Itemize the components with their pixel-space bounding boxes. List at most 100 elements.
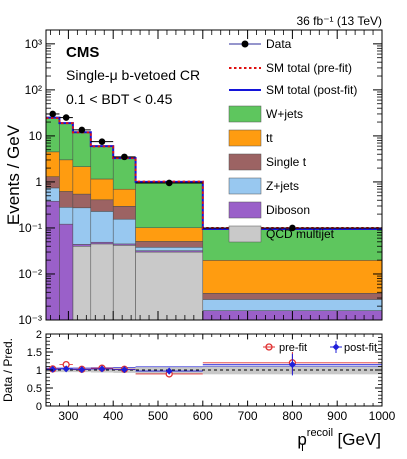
- ratio-point-postfit-3: [98, 365, 106, 373]
- legend-entry-prefit: SM total (pre-fit): [229, 61, 352, 75]
- ratio-y-axis-title: Data / Pred.: [1, 338, 15, 402]
- ratio-y-tick-label-0: 0: [36, 401, 42, 413]
- data-point-3: [98, 138, 106, 145]
- ratio-y-ticks: 0 0.5 1 1.5 2: [27, 329, 382, 413]
- legend-label-prefit: SM total (pre-fit): [266, 61, 352, 75]
- stack-bar-2-2: [72, 207, 92, 245]
- stack-bar-4-4: [112, 188, 136, 207]
- data-point-6: [289, 224, 296, 232]
- stack-bar-3-5: [135, 241, 204, 248]
- x-tick-label-1: 400: [103, 409, 123, 423]
- x-axis-title: precoil T [GeV]: [297, 427, 381, 454]
- data-point-0: [49, 110, 57, 118]
- stack-bar-5-0: [45, 117, 60, 153]
- stack-bar-5-1: [59, 122, 74, 161]
- x-tick-label-3: 600: [193, 409, 213, 423]
- legend-label-diboson: Diboson: [266, 203, 310, 217]
- upper-y-tick-label-5: 10²: [25, 83, 42, 97]
- sm-total-prefit-line: [46, 117, 382, 229]
- stack-bar-3-6: [202, 293, 383, 300]
- stack-bar-4-3: [90, 178, 114, 201]
- stack-bar-5-3: [90, 146, 114, 180]
- upper-y-ticks: 10⁻³ 10⁻² 10⁻¹ 1 10 10² 10³: [18, 37, 382, 327]
- legend-entry-postfit: SM total (post-fit): [229, 83, 357, 97]
- legend-label-wjets: W+jets: [266, 107, 303, 121]
- ratio-points: [46, 352, 382, 378]
- ratio-legend-label-prefit: pre-fit: [279, 342, 307, 354]
- legend-entry-wjets: W+jets: [228, 105, 303, 123]
- ratio-point-postfit-5: [165, 367, 173, 375]
- x-tick-label-6: 900: [327, 409, 347, 423]
- x-tick-label-2: 500: [148, 409, 168, 423]
- stack-bar-0-4: [112, 245, 136, 321]
- x-tick-label-4: 700: [238, 409, 258, 423]
- stack-bar-1-3: [90, 241, 114, 245]
- upper-x-ticks: [50, 30, 383, 320]
- stack-bar-4-5: [135, 227, 204, 242]
- stack-bar-3-4: [112, 206, 136, 220]
- legend-entry-qcd: QCD multijet: [228, 225, 335, 243]
- legend-label-qcd: QCD multijet: [266, 227, 335, 241]
- upper-y-tick-label-3: 1: [35, 175, 42, 189]
- x-tick-label-7: 1000: [369, 409, 396, 423]
- stack-bar-3-2: [72, 193, 92, 209]
- lumi-label: 36 fb⁻¹ (13 TeV): [297, 14, 383, 28]
- stack-bar-1-2: [72, 244, 92, 247]
- upper-y-tick-label-1: 10⁻²: [18, 267, 42, 281]
- stack-bar-5-5: [135, 181, 204, 229]
- legend-entry-single-top: Single t: [228, 153, 307, 171]
- upper-y-tick-label-6: 10³: [25, 37, 42, 51]
- stack-bar-2-3: [90, 211, 114, 243]
- x-tick-label-0: 300: [58, 409, 78, 423]
- stack-bar-4-2: [72, 166, 92, 195]
- legend: Data SM total (pre-fit) SM total (post-f…: [228, 37, 357, 243]
- ratio-y-tick-label-3: 1.5: [27, 347, 42, 359]
- ratio-point-postfit-1: [62, 365, 70, 373]
- upper-panel: 10⁻³ 10⁻² 10⁻¹ 1 10 10² 10³ 36 fb⁻¹ (13 TeV) C…: [4, 14, 383, 327]
- data-point-4: [121, 153, 128, 161]
- experiment-label: CMS: [66, 44, 99, 61]
- ratio-y-tick-label-2: 1: [36, 365, 42, 377]
- ratio-point-postfit-4: [120, 366, 128, 374]
- ratio-point-postfit-0: [49, 365, 57, 373]
- ratio-x-ticks: 300 400 500 600 700 800 900 1000: [50, 334, 396, 423]
- ratio-panel: 0 0.5 1 1.5 2 300 400 500 600 700 800 900 1000 Data…: [1, 329, 396, 454]
- stacked-histogram: [45, 117, 383, 321]
- stack-bar-5-4: [112, 157, 136, 190]
- stack-bar-3-3: [90, 199, 114, 212]
- stack-bar-4-0: [45, 151, 60, 177]
- stack-bar-2-0: [45, 187, 60, 202]
- stack-bar-4-6: [202, 260, 383, 294]
- stack-bar-0-2: [72, 246, 92, 321]
- x-tick-label-5: 800: [282, 409, 302, 423]
- legend-entry-zjets: Z+jets: [228, 177, 299, 195]
- stack-bar-0-5: [135, 251, 204, 321]
- data-point-5: [165, 179, 173, 187]
- upper-y-tick-label-2: 10⁻¹: [18, 221, 42, 235]
- stack-bar-1-1: [59, 223, 74, 321]
- legend-label-postfit: SM total (post-fit): [266, 83, 357, 97]
- ratio-y-tick-label-4: 2: [36, 329, 42, 341]
- selection-label: 0.1 < BDT < 0.45: [66, 91, 173, 107]
- data-point-1: [62, 114, 70, 121]
- upper-y-tick-label-4: 10: [29, 129, 43, 143]
- ratio-point-postfit-2: [78, 366, 86, 374]
- ratio-legend: pre-fit post-fit: [263, 341, 377, 354]
- legend-label-ttbar: tt: [266, 131, 273, 145]
- legend-entry-ttbar: tt: [228, 129, 273, 147]
- upper-y-tick-label-0: 10⁻³: [18, 313, 42, 327]
- legend-entry-diboson: Diboson: [228, 201, 310, 219]
- stack-bar-5-2: [72, 132, 92, 167]
- stack-bar-1-0: [45, 200, 60, 321]
- data-point-2: [78, 126, 86, 134]
- stack-bar-3-1: [59, 191, 74, 208]
- stack-bar-2-5: [135, 247, 204, 251]
- sm-total-lines: [46, 116, 382, 230]
- legend-label-zjets: Z+jets: [266, 179, 299, 193]
- upper-y-axis-title: Events / GeV: [4, 124, 23, 225]
- stack-bar-0-3: [90, 243, 114, 321]
- legend-entry-data: Data: [229, 37, 292, 51]
- stack-bar-2-4: [112, 218, 136, 245]
- stack-bar-2-6: [202, 299, 383, 311]
- upper-frame: [45, 29, 383, 321]
